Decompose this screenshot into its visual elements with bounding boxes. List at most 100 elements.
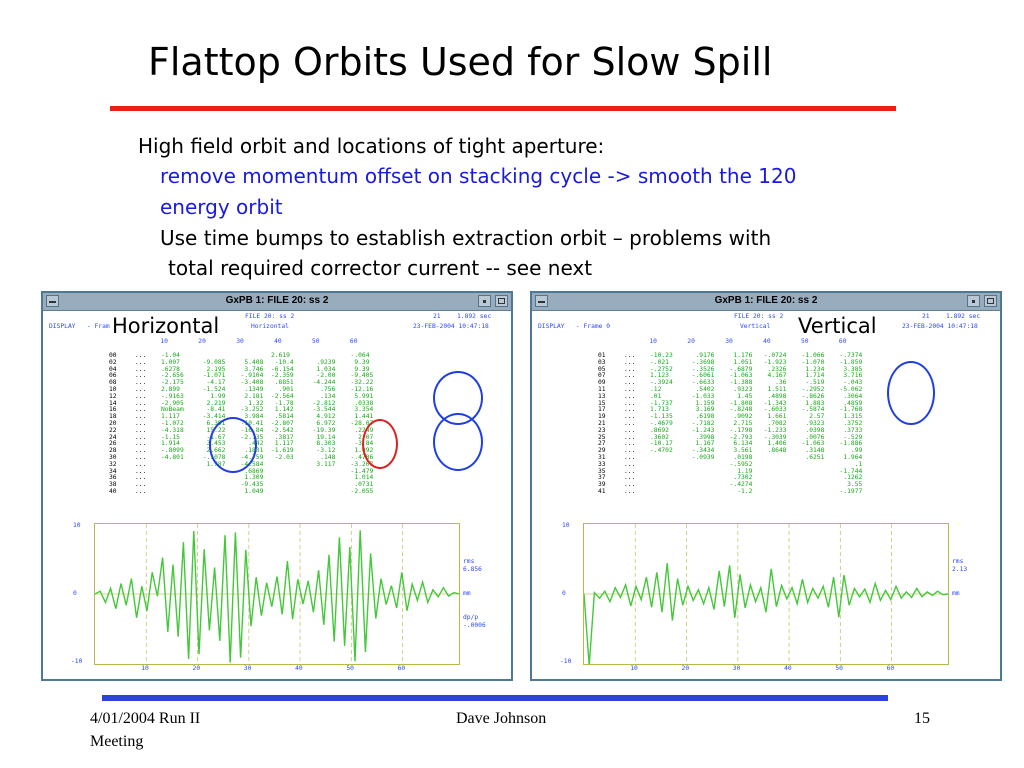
- table-row: -1.737 1.159 -1.808 -1.343 1.883 .4859: [650, 399, 863, 407]
- footer-date-line1: 4/01/2004 Run II: [90, 710, 201, 727]
- slide-title: Flattop Orbits Used for Slow Spill: [148, 40, 773, 84]
- table-row: -.3924 -.6633 -1.388 .36 -.519 -.043: [650, 379, 863, 387]
- x-tick-label: 20: [681, 665, 690, 672]
- table-row: .6278 2.195 3.746 -6.154 1.034 9.39: [161, 365, 370, 373]
- row-dots: ...: [135, 474, 147, 482]
- row-label: 11: [598, 385, 606, 393]
- row-labels: 01 03 05 07 09 11 13 15 17 19 21 23 25 27 29 31 33 35 37 39…: [598, 352, 606, 496]
- x-tick-label: 40: [784, 665, 792, 672]
- row-dots: ...: [135, 352, 147, 359]
- row-dots: ...: [135, 453, 147, 461]
- row-label: 33: [598, 460, 606, 468]
- bullet-2-cont: total required corrector current -- see …: [168, 256, 593, 280]
- row-dots: ...: [135, 426, 147, 434]
- row-label: 10: [109, 385, 117, 393]
- row-label: 24: [109, 433, 117, 441]
- window-titlebar[interactable]: GxPB 1: FILE 20: ss 2: [43, 293, 511, 311]
- table-row: 1.309 1.014: [161, 474, 374, 482]
- maximize-button[interactable]: [495, 295, 508, 307]
- minimize-button[interactable]: [967, 295, 980, 307]
- orbit-table: -1.04 2.619 -.064 1.007 -9.085 5.408 -10.…: [161, 352, 374, 496]
- table-row: 2.899 -1.524 .1349 .901 .756 -12.16: [161, 385, 374, 393]
- row-dots: ...: [624, 467, 636, 475]
- table-row: -1.2 -.1977: [650, 487, 863, 495]
- y-tick-label: -10: [560, 658, 572, 665]
- y-tick-label: 10: [73, 522, 81, 529]
- row-dots: ...: [624, 426, 636, 434]
- unit-label: mm: [463, 590, 471, 597]
- table-row: -2.656 -1.071 -.9104 -2.359 -2.00 -9.405: [161, 372, 374, 380]
- row-dots: ...: [624, 481, 636, 489]
- row-label: 38: [109, 481, 117, 489]
- maximize-button[interactable]: [984, 295, 997, 307]
- table-row: -10.23 .9176 1.176 -.0724 -1.066 -.7374: [650, 352, 863, 359]
- row-dots: ...: [135, 440, 147, 448]
- row-dots: ...: [624, 406, 636, 414]
- table-row: 1.117 -3.414 3.984 .5814 4.912 1.441: [161, 413, 374, 421]
- row-label: 16: [109, 406, 117, 414]
- row-dots: ...: [135, 372, 147, 380]
- cycle-number: 21: [433, 313, 441, 320]
- table-row: 1.007 -9.085 5.408 -10.4 .9239 9.39: [161, 358, 370, 366]
- row-dots: ...: [135, 385, 147, 393]
- horizontal-label: Horizontal: [110, 314, 222, 338]
- row-dots: ...: [135, 379, 147, 387]
- table-row: -.2752 -.3526 -.6879 .2326 1.234 3.385: [650, 365, 863, 373]
- row-label: 35: [598, 467, 606, 475]
- table-row: -1.135 .6198 .9092 1.661 2.57 1.315: [650, 413, 863, 421]
- x-tick-label: 20: [192, 665, 201, 672]
- window-menu-button[interactable]: [46, 295, 59, 307]
- timestamp: 23-FEB-2004 10:47:18: [902, 323, 978, 330]
- unit-label: mm: [952, 590, 960, 597]
- mode-label: Horizontal: [251, 323, 289, 330]
- row-label: 34: [109, 467, 117, 475]
- row-dots: ...: [624, 385, 636, 393]
- file-label: FILE 20: ss 2: [245, 313, 295, 320]
- problem-marker: [362, 419, 398, 469]
- table-row: NoBeam -8.41 -3.252 1.142 -3.544 3.354: [161, 406, 374, 414]
- row-label: 15: [598, 399, 606, 407]
- row-dots: ...: [624, 453, 636, 461]
- window-title: GxPB 1: FILE 20: ss 2: [225, 295, 329, 306]
- timestamp: 23-FEB-2004 10:47:18: [413, 323, 489, 330]
- row-label: 13: [598, 392, 606, 400]
- row-label: 02: [109, 358, 117, 366]
- row-dots: ...: [135, 406, 147, 414]
- cycle-time: 1.892 sec: [946, 313, 981, 320]
- minimize-button[interactable]: [478, 295, 491, 307]
- table-row: -.021 -.3698 1.051 -1.923 -1.070 -1.859: [650, 358, 863, 366]
- y-tick-label: 0: [73, 590, 77, 597]
- row-dots: ...: [624, 487, 636, 495]
- footer-author: Dave Johnson: [456, 710, 547, 727]
- mode-label: Vertical: [740, 323, 771, 330]
- table-row: 1.713 3.169 -.8248 -.6033 -.5874 -1.768: [650, 406, 863, 414]
- row-label: 05: [598, 365, 606, 373]
- window-menu-button[interactable]: [535, 295, 548, 307]
- row-label: 39: [598, 481, 606, 489]
- window-titlebar[interactable]: GxPB 1: FILE 20: ss 2: [532, 293, 1000, 311]
- vertical-label: Vertical: [796, 314, 879, 338]
- row-dots: ...: [135, 467, 147, 475]
- row-dots: ...: [624, 392, 636, 400]
- display-label: DISPLAY - Frame: [49, 323, 114, 330]
- row-label: 14: [109, 399, 117, 407]
- row-label: 31: [598, 453, 606, 461]
- row-label: 29: [598, 447, 606, 455]
- row-label: 17: [598, 406, 606, 414]
- x-tick-label: 60: [397, 665, 406, 672]
- row-label: 26: [109, 440, 117, 448]
- table-row: -1.04 2.619 -.064: [161, 352, 370, 359]
- x-tick-label: 30: [243, 665, 252, 672]
- x-tick-label: 10: [630, 665, 638, 672]
- row-dots: ........................................…: [624, 352, 636, 496]
- x-tick-label: 50: [346, 665, 354, 672]
- x-tick-label: 10: [141, 665, 149, 672]
- column-header: 10 20 30 40 50 60: [149, 338, 358, 345]
- table-row: .7302 .1262: [650, 474, 863, 482]
- rms-value: 6.856: [463, 566, 482, 573]
- x-axis-ticks: 10 20 30 40 50 60: [583, 665, 947, 674]
- row-dots: ...: [624, 365, 636, 373]
- row-label: 32: [109, 460, 117, 468]
- row-label: 28: [109, 447, 117, 455]
- row-label: 08: [109, 379, 117, 387]
